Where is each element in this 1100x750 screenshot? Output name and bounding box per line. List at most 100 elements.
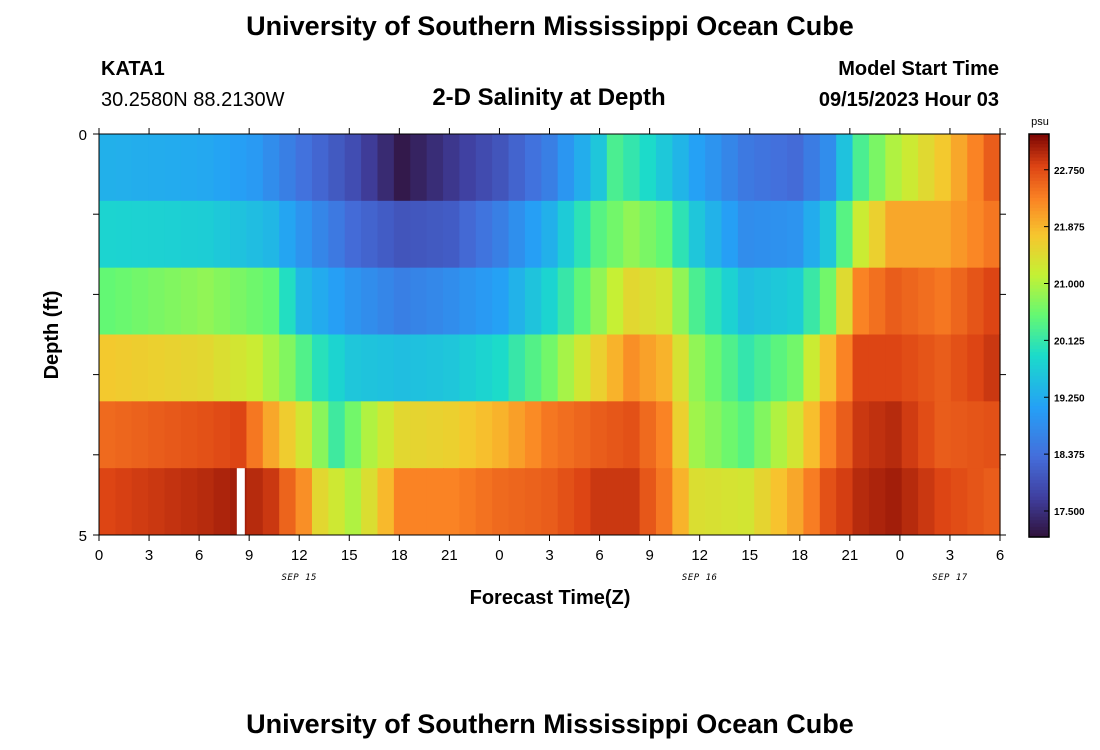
heatmap-cell	[639, 200, 657, 269]
heatmap-cell	[148, 334, 166, 402]
colorbar-segment	[1029, 348, 1049, 353]
heatmap-cell	[131, 468, 149, 536]
colorbar-segment	[1029, 258, 1049, 263]
heatmap-cell	[688, 200, 706, 269]
heatmap-cell	[410, 267, 428, 335]
heatmap-cell	[426, 468, 444, 536]
heatmap-cell	[770, 334, 788, 402]
heatmap-cell	[574, 134, 592, 202]
heatmap-cell	[344, 401, 362, 469]
heatmap-cell	[180, 401, 198, 469]
heatmap-cell	[246, 468, 264, 536]
colorbar-segment	[1029, 217, 1049, 222]
heatmap-cell	[492, 401, 510, 469]
colorbar-segment	[1029, 154, 1049, 159]
colorbar-segment	[1029, 251, 1049, 256]
heatmap-cell	[131, 334, 149, 402]
heatmap-cell	[246, 401, 264, 469]
colorbar-segment	[1029, 456, 1049, 461]
x-tick-label: 21	[841, 547, 858, 564]
heatmap-cell	[541, 334, 559, 402]
heatmap-cell	[606, 267, 624, 335]
heatmap-cell	[934, 334, 952, 402]
heatmap-cell	[655, 267, 673, 335]
heatmap-cell	[623, 134, 641, 202]
heatmap-cell	[148, 468, 166, 536]
colorbar-segment	[1029, 459, 1049, 464]
colorbar-segment	[1029, 389, 1049, 394]
heatmap-cell	[377, 468, 395, 536]
heatmap-cell	[967, 334, 985, 402]
colorbar-segment	[1029, 338, 1049, 343]
colorbar-segment	[1029, 305, 1049, 310]
heatmap-cell	[541, 401, 559, 469]
heatmap-cell	[754, 200, 772, 269]
heatmap-cell	[574, 401, 592, 469]
heatmap-cell	[377, 334, 395, 402]
y-tick-label: 0	[79, 127, 87, 144]
heatmap-cell	[639, 468, 657, 536]
colorbar-segment	[1029, 355, 1049, 360]
heatmap-cell	[148, 401, 166, 469]
heatmap-cell	[639, 134, 657, 202]
heatmap-cell	[443, 468, 460, 536]
heatmap-cell	[262, 468, 280, 536]
heatmap-cell	[311, 134, 329, 202]
heatmap-cell	[967, 468, 985, 536]
heatmap-cell	[393, 134, 411, 202]
heatmap-cell	[213, 200, 231, 269]
colorbar-segment	[1029, 181, 1049, 185]
heatmap-cell	[918, 334, 936, 402]
heatmap-cell	[213, 401, 231, 469]
heatmap-cell	[246, 334, 264, 402]
heatmap-cell	[787, 468, 805, 536]
heatmap-cell	[655, 134, 673, 202]
heatmap-cell	[295, 401, 313, 469]
colorbar-segment	[1029, 238, 1049, 243]
colorbar-segment	[1029, 197, 1049, 202]
heatmap-cell	[574, 334, 592, 402]
colorbar-segment	[1029, 164, 1049, 169]
heatmap-cell	[688, 401, 706, 469]
colorbar-segment	[1029, 268, 1049, 273]
heatmap-cell	[459, 134, 477, 202]
heatmap-cell	[672, 134, 690, 202]
colorbar-segment	[1029, 301, 1049, 306]
heatmap-cell	[524, 401, 542, 469]
colorbar: psu 17.500 18.375 19.250 20.125 21.000 21.875…	[1028, 116, 1085, 538]
heatmap-cell	[590, 200, 608, 269]
heatmap-cell	[885, 134, 903, 202]
heatmap-cell	[983, 334, 1001, 402]
heatmap-cell	[672, 334, 690, 402]
heatmap-cell	[655, 468, 673, 536]
heatmap-cell	[230, 200, 248, 269]
x-axis-title: Forecast Time(Z)	[470, 587, 631, 609]
heatmap-cell	[819, 334, 837, 402]
heatmap-cell	[131, 401, 149, 469]
heatmap-cell	[983, 401, 1001, 469]
heatmap-cell	[623, 401, 641, 469]
colorbar-segment	[1029, 493, 1049, 498]
heatmap-cell	[868, 267, 886, 335]
heatmap-cell	[328, 468, 346, 536]
heatmap-cell	[950, 468, 968, 536]
heatmap-cell	[115, 468, 133, 536]
heatmap-cell	[131, 200, 149, 269]
heatmap-cell	[492, 334, 510, 402]
colorbar-tick-label: 19.250	[1054, 393, 1085, 404]
heatmap-cell	[443, 200, 460, 269]
heatmap-cell	[770, 267, 788, 335]
heatmap-cell	[426, 200, 444, 269]
heatmap-cell	[983, 468, 1001, 536]
heatmap-cell	[148, 267, 166, 335]
heatmap-cell	[197, 134, 215, 202]
heatmap-cell	[459, 267, 477, 335]
heatmap-cell	[803, 200, 821, 269]
heatmap-cell	[393, 468, 411, 536]
colorbar-segment	[1029, 285, 1049, 290]
y-axis-title: Depth (ft)	[41, 291, 63, 380]
colorbar-segment	[1029, 375, 1049, 380]
heatmap-cell	[983, 200, 1001, 269]
heatmap-cell	[426, 401, 444, 469]
heatmap-cell	[164, 134, 182, 202]
